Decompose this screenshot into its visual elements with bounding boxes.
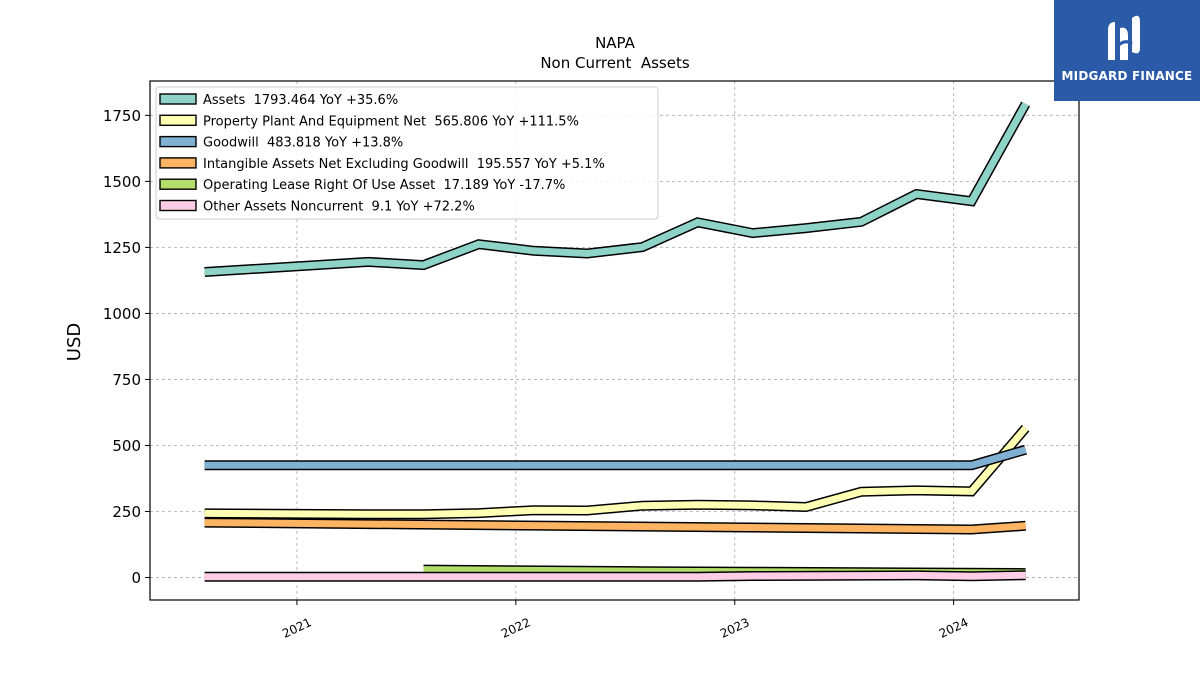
series-line bbox=[204, 519, 1026, 534]
chart-title: NAPA bbox=[595, 34, 636, 52]
y-tick-label: 1250 bbox=[103, 239, 141, 257]
legend-item: Assets 1793.464 YoY +35.6% bbox=[159, 93, 398, 108]
y-tick-label: 750 bbox=[112, 371, 141, 389]
x-tick-label: 2023 bbox=[718, 615, 752, 641]
legend-swatch bbox=[159, 114, 197, 127]
series-line bbox=[204, 102, 1029, 276]
x-tick-label: 2021 bbox=[280, 615, 314, 641]
legend-swatch bbox=[159, 199, 197, 212]
legend-swatch bbox=[159, 135, 197, 148]
y-axis-label: USD bbox=[64, 323, 85, 361]
legend-item: Property Plant And Equipment Net 565.806… bbox=[159, 114, 579, 129]
midgard-logo-icon bbox=[1108, 15, 1140, 61]
series-line bbox=[204, 425, 1029, 518]
series-3 bbox=[204, 444, 1027, 471]
series-line bbox=[204, 571, 1026, 581]
y-tick-label: 1750 bbox=[103, 107, 141, 125]
legend-swatch bbox=[159, 93, 197, 105]
series-6 bbox=[204, 570, 1026, 582]
x-tick-label: 2024 bbox=[937, 615, 971, 641]
legend-label: Other Assets Noncurrent 9.1 YoY +72.2% bbox=[203, 200, 475, 215]
x-tick-label: 2022 bbox=[499, 615, 533, 641]
brand-name: MIDGARD FINANCE bbox=[1061, 69, 1193, 83]
series-layer bbox=[204, 101, 1030, 582]
legend-label: Intangible Assets Net Excluding Goodwill… bbox=[203, 157, 605, 172]
series-line-outline bbox=[204, 424, 1030, 520]
series-1 bbox=[204, 101, 1030, 277]
series-4 bbox=[204, 517, 1026, 535]
legend-swatch bbox=[159, 157, 197, 169]
y-axis-ticks: 0 250 500 750 1000 1250 1500 1750 bbox=[103, 107, 150, 587]
chart-subtitle: Non Current Assets bbox=[540, 54, 690, 72]
legend-label: Assets 1793.464 YoY +35.6% bbox=[203, 93, 398, 108]
y-tick-label: 0 bbox=[131, 569, 141, 587]
legend-item: Goodwill 483.818 YoY +13.8% bbox=[159, 135, 403, 151]
y-tick-label: 250 bbox=[112, 503, 141, 521]
legend: Assets 1793.464 YoY +35.6% Property Plant… bbox=[155, 86, 659, 220]
y-tick-label: 1000 bbox=[103, 305, 141, 323]
legend-label: Property Plant And Equipment Net 565.806… bbox=[203, 114, 579, 129]
plot-frame bbox=[149, 80, 1080, 601]
legend-item: Operating Lease Right Of Use Asset 17.18… bbox=[159, 178, 565, 193]
series-2 bbox=[204, 424, 1030, 520]
legend-label: Goodwill 483.818 YoY +13.8% bbox=[203, 136, 403, 151]
y-tick-label: 500 bbox=[112, 437, 141, 455]
legend-swatch bbox=[159, 178, 197, 190]
legend-item: Intangible Assets Net Excluding Goodwill… bbox=[159, 157, 605, 172]
legend-frame bbox=[155, 86, 659, 220]
series-line bbox=[204, 446, 1027, 469]
legend-label: Operating Lease Right Of Use Asset 17.18… bbox=[203, 178, 565, 193]
brand-logo: MIDGARD FINANCE bbox=[1054, 0, 1200, 101]
legend-item: Other Assets Noncurrent 9.1 YoY +72.2% bbox=[159, 199, 475, 215]
x-axis-ticks: 2021 2022 2023 2024 bbox=[280, 600, 970, 641]
y-tick-label: 1500 bbox=[103, 173, 141, 191]
